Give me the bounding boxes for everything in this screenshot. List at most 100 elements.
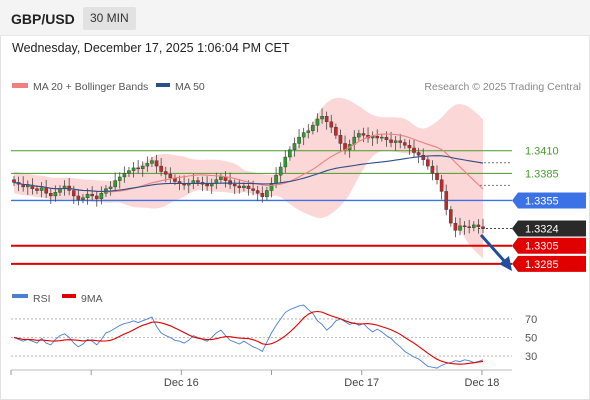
candle-body	[375, 136, 380, 139]
candle-body	[444, 191, 449, 210]
candle-body	[237, 185, 242, 189]
candle-body	[311, 125, 315, 131]
level-tag-text-1.3324: 1.3324	[525, 224, 559, 236]
candle-body	[127, 170, 131, 174]
candle-body	[384, 136, 389, 141]
candle-body	[357, 133, 361, 138]
candle-body	[297, 136, 301, 144]
candle-body	[476, 224, 481, 227]
candle-body	[324, 116, 329, 122]
ma20-legend-swatch	[12, 83, 28, 88]
candle-body	[136, 167, 140, 170]
candle-body	[467, 226, 472, 228]
candle-body	[260, 193, 265, 198]
level-label-1.3410: 1.3410	[525, 146, 559, 158]
rsi-legend-label: RSI	[33, 293, 51, 305]
level-tag-1.3305	[512, 237, 586, 254]
candle-body	[76, 195, 81, 200]
candle-body	[159, 165, 163, 172]
candle-body	[44, 187, 48, 194]
forecast-arrow	[479, 234, 512, 271]
candle-body	[163, 171, 168, 175]
level-tag-text-1.3285: 1.3285	[525, 259, 559, 271]
candle-body	[407, 145, 412, 149]
candle-body	[430, 165, 435, 174]
x-tick-label: Dec 17	[344, 377, 379, 389]
x-tick-label: Dec 18	[465, 377, 500, 389]
candle-body	[196, 180, 200, 183]
candle-body	[90, 193, 94, 197]
candle-body	[94, 195, 99, 199]
candle-body	[458, 225, 462, 231]
candle-body	[306, 130, 311, 133]
candle-body	[131, 167, 136, 171]
level-tag-1.3324	[512, 220, 586, 237]
candle-body	[53, 192, 58, 197]
rsi-level-label-70: 70	[525, 314, 537, 326]
candle-body	[416, 152, 421, 156]
rsi-line	[13, 304, 484, 369]
level-tag-text-1.3355: 1.3355	[525, 195, 559, 207]
ma20-legend-label: MA 20 + Bollinger Bands	[33, 81, 148, 93]
candle-body	[472, 224, 476, 228]
candle-body	[81, 197, 85, 200]
candle-body	[334, 126, 338, 136]
candle-body	[145, 163, 150, 167]
candle-body	[150, 160, 154, 164]
candle-body	[12, 179, 16, 183]
candle-body	[329, 121, 334, 128]
candle-body	[278, 166, 283, 176]
candle-body	[265, 190, 269, 198]
candle-body	[85, 193, 90, 198]
rsi-ma-legend-swatch	[62, 294, 76, 298]
rsi-legend-swatch	[12, 294, 28, 298]
candle-body	[117, 176, 122, 181]
candle-body	[140, 165, 145, 170]
copyright-text: Research © 2025 Trading Central	[424, 81, 581, 93]
rsi-level-label-30: 30	[525, 351, 537, 363]
candle-body	[246, 185, 251, 189]
candle-body	[274, 174, 278, 184]
candle-body	[71, 190, 76, 197]
candle-body	[389, 139, 393, 143]
candle-body	[205, 183, 209, 187]
candle-body	[219, 176, 223, 180]
rsi-level-label-50: 50	[525, 333, 537, 345]
candle-body	[412, 147, 416, 153]
candle-body	[122, 173, 127, 178]
candle-body	[39, 187, 44, 191]
candle-body	[380, 136, 384, 139]
level-label-1.3385: 1.3385	[525, 168, 559, 180]
candle-body	[338, 135, 343, 144]
candle-body	[449, 209, 453, 224]
timeframe-button[interactable]: 30 MIN	[83, 7, 136, 30]
candle-body	[288, 149, 292, 158]
candle-body	[315, 118, 320, 126]
candle-body	[251, 188, 255, 191]
level-tag-1.3355	[512, 192, 586, 209]
chart-datetime: Wednesday, December 17, 2025 1:06:04 PM …	[12, 41, 290, 55]
bollinger-band-area	[14, 97, 483, 259]
candle-body	[439, 179, 444, 192]
candle-body	[361, 133, 366, 136]
level-tag-text-1.3305: 1.3305	[525, 241, 559, 253]
candle-body	[283, 156, 288, 168]
candle-body	[292, 143, 297, 150]
candle-body	[108, 186, 113, 189]
candle-body	[99, 193, 104, 199]
candle-body	[320, 116, 324, 120]
ma50-line	[13, 155, 484, 192]
candle-body	[481, 226, 485, 229]
ma50-legend-swatch	[156, 83, 170, 87]
candle-body	[58, 188, 62, 193]
rsi-ma-legend-label: 9MA	[81, 293, 103, 305]
candle-body	[232, 183, 237, 187]
candle-body	[154, 160, 159, 167]
candle-body	[462, 225, 467, 228]
x-tick-label: Dec 16	[164, 377, 199, 389]
candle-body	[35, 188, 39, 191]
symbol-title: GBP/USD	[11, 11, 75, 27]
candle-body	[421, 155, 426, 160]
candle-body	[426, 159, 430, 167]
